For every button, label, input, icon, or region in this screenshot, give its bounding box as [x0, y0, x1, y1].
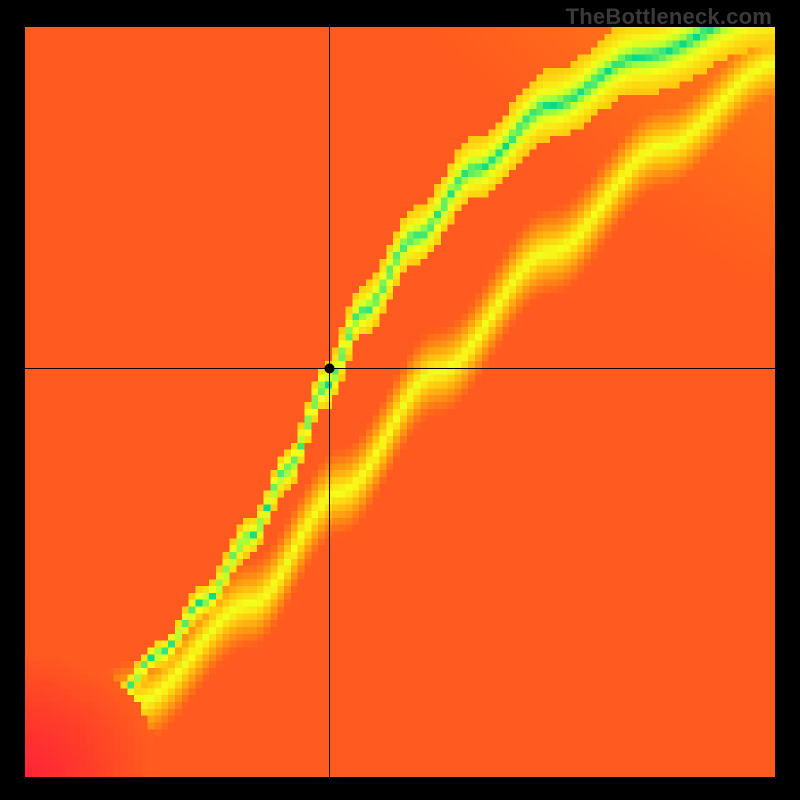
watermark-text: TheBottleneck.com — [566, 4, 772, 30]
chart-frame: { "watermark": { "text": "TheBottleneck.… — [0, 0, 800, 800]
crosshair-overlay — [25, 27, 775, 777]
